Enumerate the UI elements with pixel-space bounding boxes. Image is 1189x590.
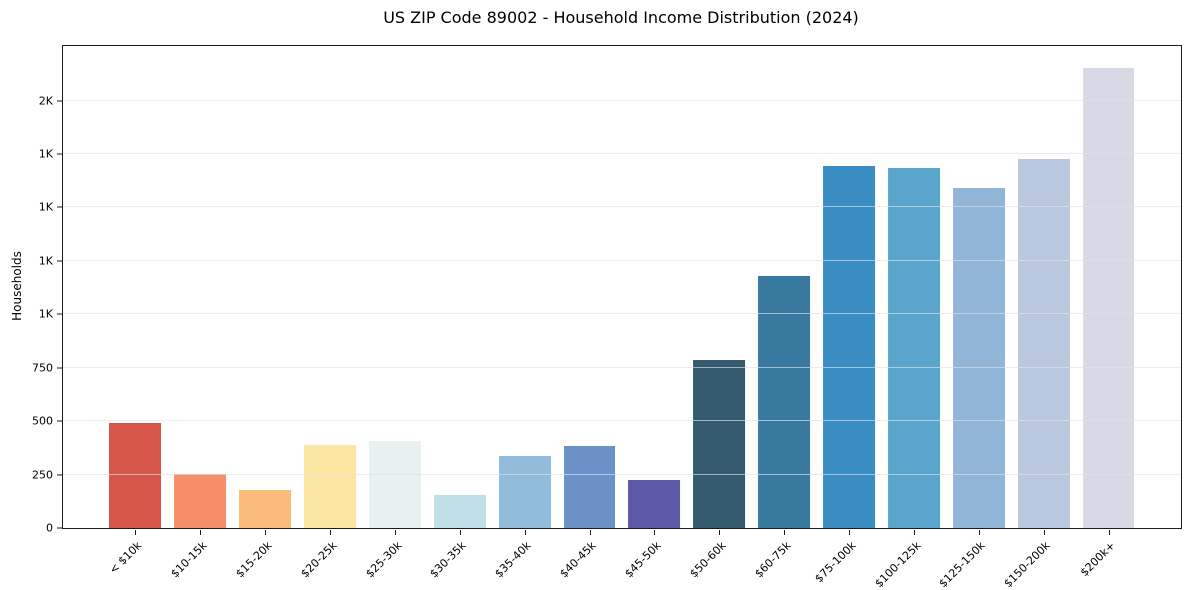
- income-bar: [433, 494, 486, 528]
- category-column: $200k+: [1076, 46, 1141, 579]
- gridline: [63, 259, 1181, 261]
- y-tick-label: 500: [32, 414, 53, 428]
- gridline: [63, 313, 1181, 315]
- category-column: $15-20k: [233, 46, 298, 580]
- category-column: $75-100k: [812, 46, 882, 585]
- y-tick-label: 1K: [38, 147, 53, 161]
- y-axis-label: Households: [10, 251, 25, 321]
- x-tick-label: $35-40k: [492, 539, 534, 581]
- x-tick-label: $20-25k: [297, 539, 340, 581]
- x-tick-label: $30-35k: [427, 539, 470, 581]
- x-tick-mark: [913, 530, 915, 535]
- category-column: $25-30k: [363, 46, 428, 580]
- y-tick-label: 1K: [38, 307, 53, 321]
- income-bar: [109, 423, 162, 528]
- plot-area: < $10k $10-15k $15-20k $20-25k $25-30k $30-35…: [32, 45, 1182, 590]
- y-tick-label: 2K: [38, 94, 53, 108]
- x-tick-mark: [978, 530, 980, 535]
- category-column: $150-200k: [1002, 46, 1076, 590]
- y-tick-label: 250: [32, 468, 53, 482]
- x-tick-mark: [200, 530, 202, 535]
- x-tick-mark: [589, 530, 591, 535]
- gridline: [63, 473, 1181, 475]
- income-bar: [174, 473, 227, 528]
- gridline: [63, 366, 1181, 368]
- chart-title: US ZIP Code 89002 - Household Income Dis…: [383, 8, 859, 27]
- category-column: $20-25k: [298, 46, 363, 580]
- income-bar: [563, 445, 616, 528]
- income-bar: [952, 188, 1005, 528]
- x-tick-label: $75-100k: [812, 539, 859, 586]
- x-tick-mark: [265, 530, 267, 535]
- category-column: $30-35k: [427, 46, 492, 580]
- x-tick-label: $125-150k: [936, 539, 989, 590]
- x-tick-mark: [1108, 530, 1110, 535]
- x-tick-label: $10-15k: [168, 539, 210, 581]
- income-bar: [1082, 68, 1135, 528]
- x-tick-label: $15-20k: [233, 539, 275, 581]
- x-tick-label: $40-45k: [557, 539, 599, 581]
- x-tick-mark: [330, 530, 332, 535]
- y-tick-mark: [57, 100, 63, 102]
- x-tick-mark: [459, 530, 461, 535]
- income-bar: [758, 275, 811, 528]
- x-tick-mark: [654, 530, 656, 535]
- category-column: $45-50k: [622, 46, 687, 580]
- category-column: $10-15k: [168, 46, 233, 580]
- category-column: $40-45k: [557, 46, 622, 580]
- income-bar: [304, 444, 357, 528]
- x-tick-mark: [719, 530, 721, 535]
- income-bar: [628, 479, 681, 528]
- category-column: $60-75k: [752, 46, 817, 580]
- category-column: $50-60k: [687, 46, 752, 580]
- income-bar: [239, 489, 292, 528]
- bars-container: < $10k $10-15k $15-20k $20-25k $25-30k $30-35…: [63, 46, 1181, 590]
- x-tick-label: $50-60k: [687, 539, 729, 581]
- y-tick-mark: [57, 260, 63, 262]
- y-tick-label: 0: [46, 521, 53, 535]
- y-tick-mark: [57, 420, 63, 422]
- x-tick-mark: [394, 530, 396, 535]
- income-bar: [887, 167, 940, 528]
- income-bar: [823, 165, 876, 528]
- category-column: < $10k: [103, 46, 168, 577]
- x-tick-label: $25-30k: [362, 539, 405, 581]
- x-tick-label: $60-75k: [752, 539, 794, 581]
- y-axis-label-container: Households: [0, 45, 34, 527]
- x-tick-label: $100-125k: [871, 539, 924, 590]
- y-tick-label: 750: [32, 361, 53, 375]
- gridline: [63, 206, 1181, 208]
- gridline: [63, 420, 1181, 422]
- y-tick-mark: [57, 313, 63, 315]
- x-tick-mark: [135, 530, 137, 535]
- income-bar: [498, 456, 551, 528]
- x-tick-label: $150-200k: [1001, 539, 1053, 590]
- category-column: $125-150k: [937, 46, 1011, 590]
- y-tick-label: 1K: [38, 254, 53, 268]
- x-tick-label: $45-50k: [622, 539, 664, 581]
- category-column: $35-40k: [492, 46, 557, 580]
- y-tick-mark: [57, 206, 63, 208]
- x-tick-label: < $10k: [107, 539, 145, 577]
- y-tick-label: 1K: [38, 200, 53, 214]
- y-tick-mark: [57, 153, 63, 155]
- income-bar: [693, 360, 746, 528]
- gridline: [63, 99, 1181, 101]
- x-tick-mark: [1043, 530, 1045, 535]
- gridline: [63, 152, 1181, 154]
- y-tick-mark: [57, 474, 63, 476]
- x-tick-label: $200k+: [1077, 539, 1118, 580]
- y-tick-mark: [57, 527, 63, 529]
- y-tick-mark: [57, 367, 63, 369]
- income-bar: [1017, 159, 1070, 528]
- category-column: $100-125k: [872, 46, 947, 590]
- income-bar: [368, 441, 421, 528]
- x-tick-mark: [784, 530, 786, 535]
- x-tick-mark: [849, 530, 851, 535]
- x-tick-mark: [524, 530, 526, 535]
